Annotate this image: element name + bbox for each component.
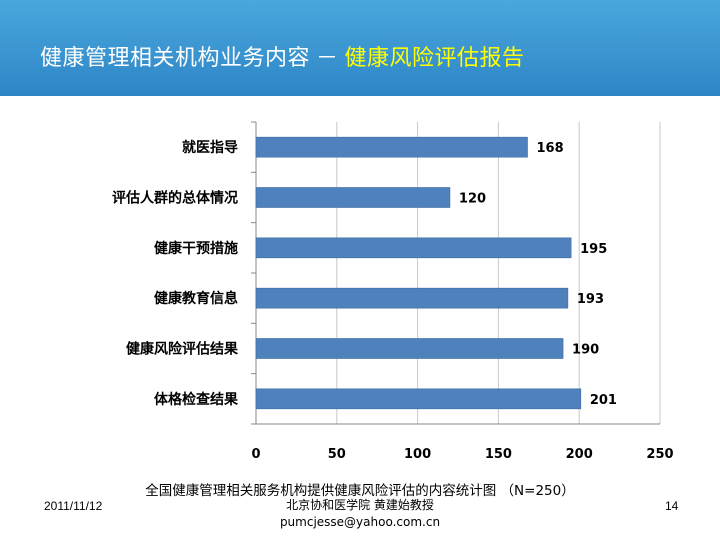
bar-value-label-0: 168 — [536, 141, 563, 156]
bar-value-label-2: 195 — [580, 242, 607, 257]
bar-5 — [255, 388, 582, 410]
title-separator: － — [316, 46, 339, 71]
page-number: 14 — [665, 499, 679, 513]
x-tick-label-4: 200 — [566, 447, 593, 462]
x-tick-label-2: 100 — [404, 447, 431, 462]
bar-value-label-1: 120 — [459, 192, 486, 207]
category-label-4: 健康风险评估结果 — [126, 341, 239, 358]
x-tick-label-0: 0 — [251, 447, 260, 462]
bar-0 — [255, 136, 528, 158]
bar-value-label-4: 190 — [572, 343, 599, 358]
x-tick-label-3: 150 — [485, 447, 512, 462]
category-label-3: 健康教育信息 — [154, 290, 238, 307]
category-label-1: 评估人群的总体情况 — [112, 190, 238, 207]
footer-credits: 北京协和医学院 黄建始教授 pumcjesse@yahoo.com.cn — [0, 497, 720, 531]
bar-1 — [255, 187, 451, 208]
x-tick-label-5: 250 — [646, 447, 673, 462]
chart-caption: 全国健康管理相关服务机构提供健康风险评估的内容统计图 （N=250） — [145, 483, 575, 499]
footer-email: pumcjesse@yahoo.com.cn — [279, 515, 441, 529]
bar-chart: 0 50 100 150 200 250 168 就医指导 120 评估人群的总体情况 195 健康干… — [112, 121, 674, 462]
bar-3 — [255, 287, 569, 309]
category-label-0: 就医指导 — [182, 139, 238, 156]
bar-value-label-5: 201 — [590, 393, 617, 408]
category-label-2: 健康干预措施 — [154, 240, 238, 257]
slide-header: 健康管理相关机构业务内容－健康风险评估报告 — [0, 0, 720, 96]
footer-date: 2011/11/12 — [44, 499, 103, 513]
slide-title: 健康管理相关机构业务内容－健康风险评估报告 — [40, 40, 525, 72]
title-highlight: 健康风险评估报告 — [344, 46, 525, 71]
category-label-5: 体格检查结果 — [154, 391, 239, 408]
footer-author: 北京协和医学院 黄建始教授 — [286, 498, 434, 512]
title-main: 健康管理相关机构业务内容 — [40, 46, 311, 71]
x-tick-label-1: 50 — [328, 447, 346, 462]
bar-4 — [255, 338, 564, 359]
bar-2 — [255, 237, 572, 259]
bar-value-label-3: 193 — [577, 292, 604, 307]
chart-area: 0 50 100 150 200 250 168 就医指导 120 评估人群的总体情况 195 健康干… — [0, 96, 720, 476]
